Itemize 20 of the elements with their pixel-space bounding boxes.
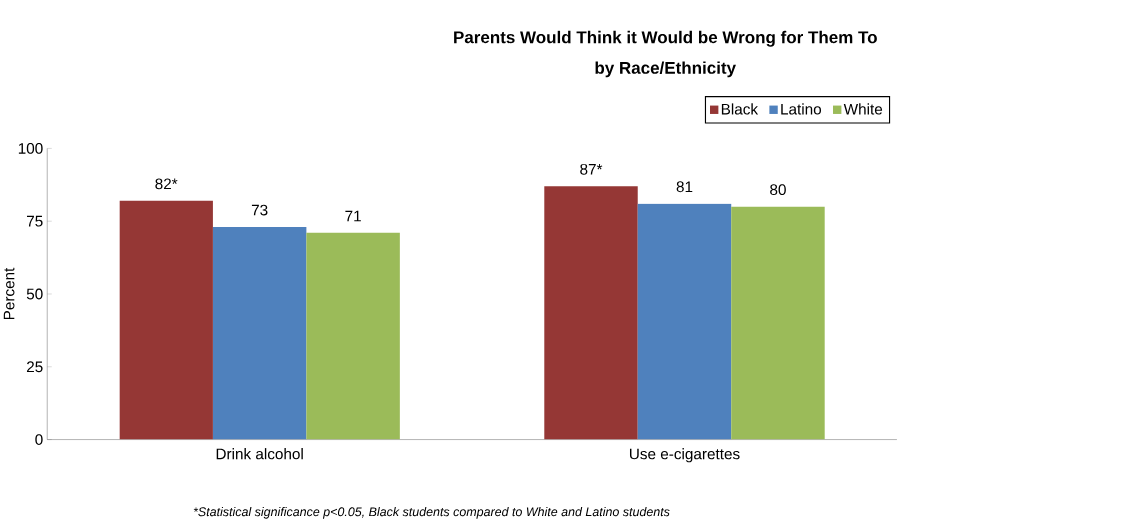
chart-subtitle: by Race/Ethnicity xyxy=(595,61,736,78)
data-label: 73 xyxy=(251,204,268,216)
data-label: 87* xyxy=(580,164,603,175)
legend-label: White xyxy=(843,103,883,115)
y-tick-label: 75 xyxy=(27,216,43,227)
y-tick-label: 50 xyxy=(26,288,43,300)
y-tick-label: 0 xyxy=(35,434,43,446)
data-label: 82* xyxy=(155,178,178,190)
legend-label: Black xyxy=(721,103,759,115)
y-tick-label: 100 xyxy=(18,143,43,154)
x-tick-label: Drink alcohol xyxy=(216,448,303,460)
data-label: 71 xyxy=(345,210,361,222)
chart-title: Parents Would Think it Would be Wrong for Them To xyxy=(454,30,877,47)
x-tick-label: Use e-cigarettes xyxy=(629,448,740,463)
y-axis-title: Percent xyxy=(3,267,15,320)
data-label: 81 xyxy=(676,181,693,193)
text: *Statistical significance p<0.05, Black students compared to White and Latino students xyxy=(193,507,670,519)
y-tick-label: 25 xyxy=(26,361,43,373)
data-label: 80 xyxy=(770,184,786,196)
legend-label: Latino xyxy=(781,103,822,115)
